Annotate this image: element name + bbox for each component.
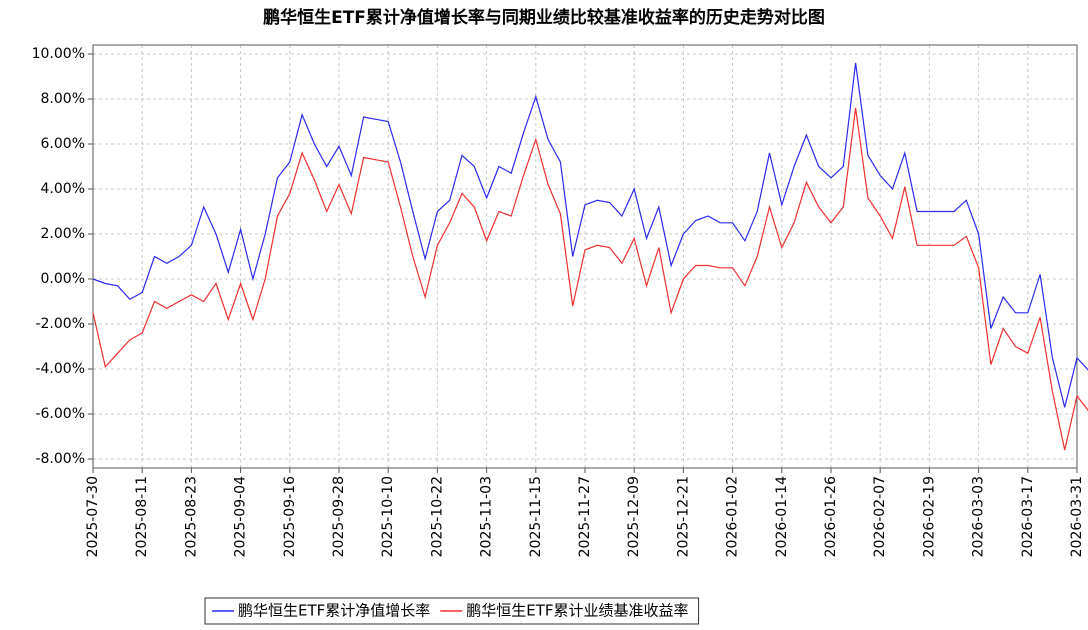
x-tick-label: 2025-08-11: [134, 476, 150, 557]
y-tick-label: 0.00%: [41, 271, 85, 287]
series-line: [92, 62, 1088, 408]
x-tick-label: 2025-11-27: [577, 476, 593, 557]
plot-frame: [92, 44, 1078, 469]
x-tick-label: 2025-12-09: [626, 476, 642, 557]
y-tick-label: 6.00%: [41, 136, 85, 152]
legend: 鹏华恒生ETF累计净值增长率 鹏华恒生ETF累计业绩基准收益率: [204, 597, 700, 625]
y-tick-label: -6.00%: [35, 406, 85, 422]
y-tick-label: 2.00%: [41, 226, 85, 242]
y-tick-label: -8.00%: [35, 451, 85, 467]
x-tick-label: 2025-10-22: [429, 476, 445, 557]
x-tick-label: 2025-10-10: [380, 476, 396, 557]
x-tick-label: 2025-09-16: [282, 476, 298, 557]
x-tick-label: 2026-01-26: [823, 476, 839, 557]
legend-label: 鹏华恒生ETF累计净值增长率: [238, 602, 430, 620]
y-tick-label: -4.00%: [35, 361, 85, 377]
x-tick-label: 2026-01-02: [725, 476, 741, 557]
chart-title: 鹏华恒生ETF累计净值增长率与同期业绩比较基准收益率的历史走势对比图: [263, 7, 825, 28]
x-tick-label: 2025-11-03: [479, 476, 495, 557]
x-tick-label: 2026-02-19: [921, 476, 937, 557]
x-tick-label: 2025-07-30: [85, 476, 101, 557]
x-tick-label: 2025-09-04: [233, 476, 249, 557]
y-tick-label: -2.00%: [35, 316, 85, 332]
y-tick-label: 4.00%: [41, 181, 85, 197]
y-tick-label: 8.00%: [41, 91, 85, 107]
x-tick-label: 2026-03-03: [971, 476, 987, 557]
x-tick-label: 2026-02-07: [872, 476, 888, 557]
legend-label: 鹏华恒生ETF累计业绩基准收益率: [466, 602, 688, 620]
x-tick-label: 2025-09-28: [331, 476, 347, 557]
x-tick-label: 2025-08-23: [183, 476, 199, 557]
x-tick-label: 2025-11-15: [528, 476, 544, 557]
x-tick-label: 2025-12-21: [675, 476, 691, 557]
series-line: [92, 107, 1088, 451]
legend-box: [204, 597, 700, 625]
x-tick-label: 2026-01-14: [774, 476, 790, 557]
y-tick-label: 10.00%: [32, 46, 85, 62]
x-tick-label: 2026-03-31: [1069, 476, 1085, 557]
x-tick-label: 2026-03-17: [1020, 476, 1036, 557]
